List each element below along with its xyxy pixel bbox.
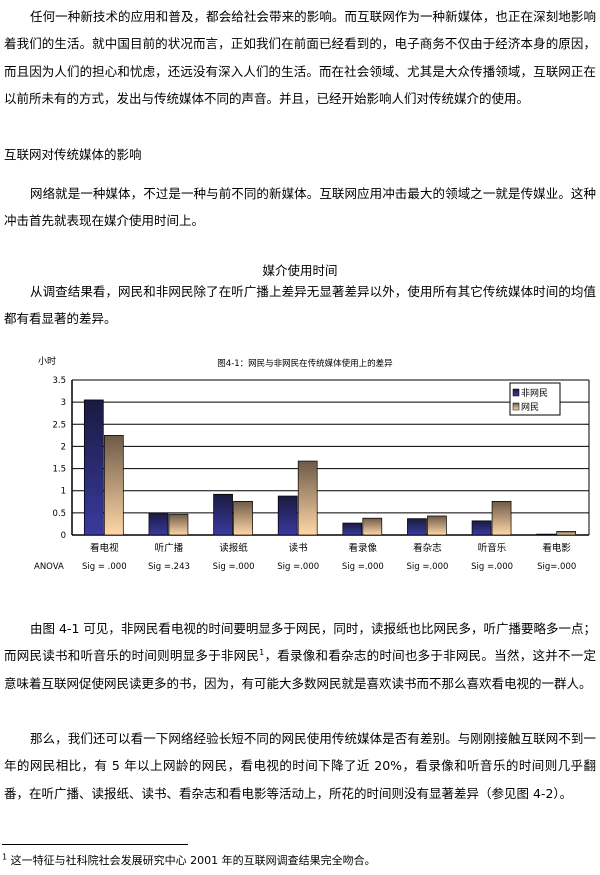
legend: 非网民 网民 (509, 382, 561, 416)
bar-non-netizen (407, 518, 427, 536)
paragraph-3: 从调查结果看，网民和非网民除了在听广播上差异无显著差异以外，使用所有其它传统媒体… (4, 284, 596, 327)
y-tick-label: 3 (61, 398, 66, 408)
y-tick-label: 1 (61, 487, 66, 497)
bar-netizen (297, 460, 318, 536)
x-tick-label: 看电视 (90, 542, 119, 554)
footnote-ref[interactable]: 1 (259, 648, 265, 658)
legend-swatch-netizen (512, 402, 520, 411)
sig-label: Sig =.000 (213, 562, 255, 572)
bar-netizen (168, 513, 189, 536)
y-tick-label: 1.5 (52, 465, 66, 475)
footnote-divider (2, 844, 188, 845)
bar-non-netizen (83, 399, 104, 536)
bar-netizen (233, 500, 253, 536)
sig-label: Sig =.000 (471, 562, 513, 572)
footnote-text: 这一特征与社科院社会发展研究中心 2001 年的互联网调查结果完全吻合。 (10, 854, 376, 867)
sig-label: Sig =.000 (406, 562, 448, 572)
paragraph-4-text-a: 由图 4-1 可见，非网民看电视的时间要明显多于网民，同时，读报纸也比网民多，听… (4, 621, 596, 664)
bar-non-netizen (213, 493, 233, 536)
x-tick-label: 看杂志 (413, 542, 442, 554)
sig-label: Sig=.000 (537, 562, 576, 572)
paragraph-4: 由图 4-1 可见，非网民看电视的时间要明显多于网民，同时，读报纸也比网民多，听… (4, 615, 596, 697)
bar-non-netizen (148, 512, 169, 536)
paragraph-4-text-b: ，看录像和看杂志的时间也多于非网民。当然，这并不一定意味着互联网促使网民读更多的… (4, 648, 596, 691)
sig-label: Sig =.000 (342, 562, 384, 572)
anova-label: ANOVA (34, 562, 64, 572)
bar-non-netizen (277, 495, 298, 536)
x-tick-label: 读报纸 (219, 542, 248, 554)
chart-title: 图4-1：网民与非网民在传统媒体使用上的差异 (217, 358, 393, 369)
section-heading: 互联网对传统媒体的影响 (4, 147, 142, 162)
y-tick-label: 0 (61, 531, 66, 541)
bar-netizen (362, 517, 383, 536)
y-tick-label: 2 (61, 442, 66, 452)
bar-non-netizen (536, 533, 557, 536)
x-tick-label: 听音乐 (478, 542, 507, 554)
footnote: 1 这一特征与社科院社会发展研究中心 2001 年的互联网调查结果完全吻合。 (2, 852, 376, 868)
y-tick-label: 3.5 (52, 376, 66, 386)
x-tick-label: 读书 (289, 542, 309, 554)
y-tick-label: 2.5 (52, 420, 66, 430)
bar-netizen (427, 515, 447, 536)
legend-swatch-non-netizen (512, 388, 520, 397)
bar-netizen (556, 531, 577, 536)
x-tick-label: 听广播 (155, 542, 184, 554)
sig-label: Sig = .000 (82, 562, 127, 572)
bar-chart: 小时 图4-1：网民与非网民在传统媒体使用上的差异 0 0.5 1 1.5 2 2.5 3 3… (34, 355, 590, 572)
legend-label-non-netizen: 非网民 (521, 387, 548, 399)
y-tick-label: 0.5 (52, 509, 66, 519)
bar-non-netizen (471, 520, 492, 536)
x-tick-label: 看录像 (349, 542, 378, 554)
y-axis-label: 小时 (38, 355, 56, 367)
paragraph-5: 那么，我们还可以看一下网络经验长短不同的网民使用传统媒体是否有差别。与刚刚接触互… (4, 731, 596, 801)
intro-paragraph: 任何一种新技术的应用和普及，都会给社会带来的影响。而互联网作为一种新媒体，也正在… (4, 9, 596, 106)
bar-non-netizen (342, 522, 363, 536)
footnote-mark: 1 (2, 852, 8, 862)
x-tick-label: 看电影 (542, 542, 571, 554)
sig-label: Sig =.000 (277, 562, 319, 572)
subheading: 媒介使用时间 (262, 263, 338, 278)
legend-label-netizen: 网民 (521, 402, 539, 413)
paragraph-2: 网络就是一种媒体，不过是一种与前不同的新媒体。互联网应用冲击最大的领域之一就是传… (4, 186, 596, 229)
bar-netizen (491, 500, 512, 536)
bar-netizen (103, 435, 124, 536)
sig-label: Sig =.243 (148, 562, 190, 572)
